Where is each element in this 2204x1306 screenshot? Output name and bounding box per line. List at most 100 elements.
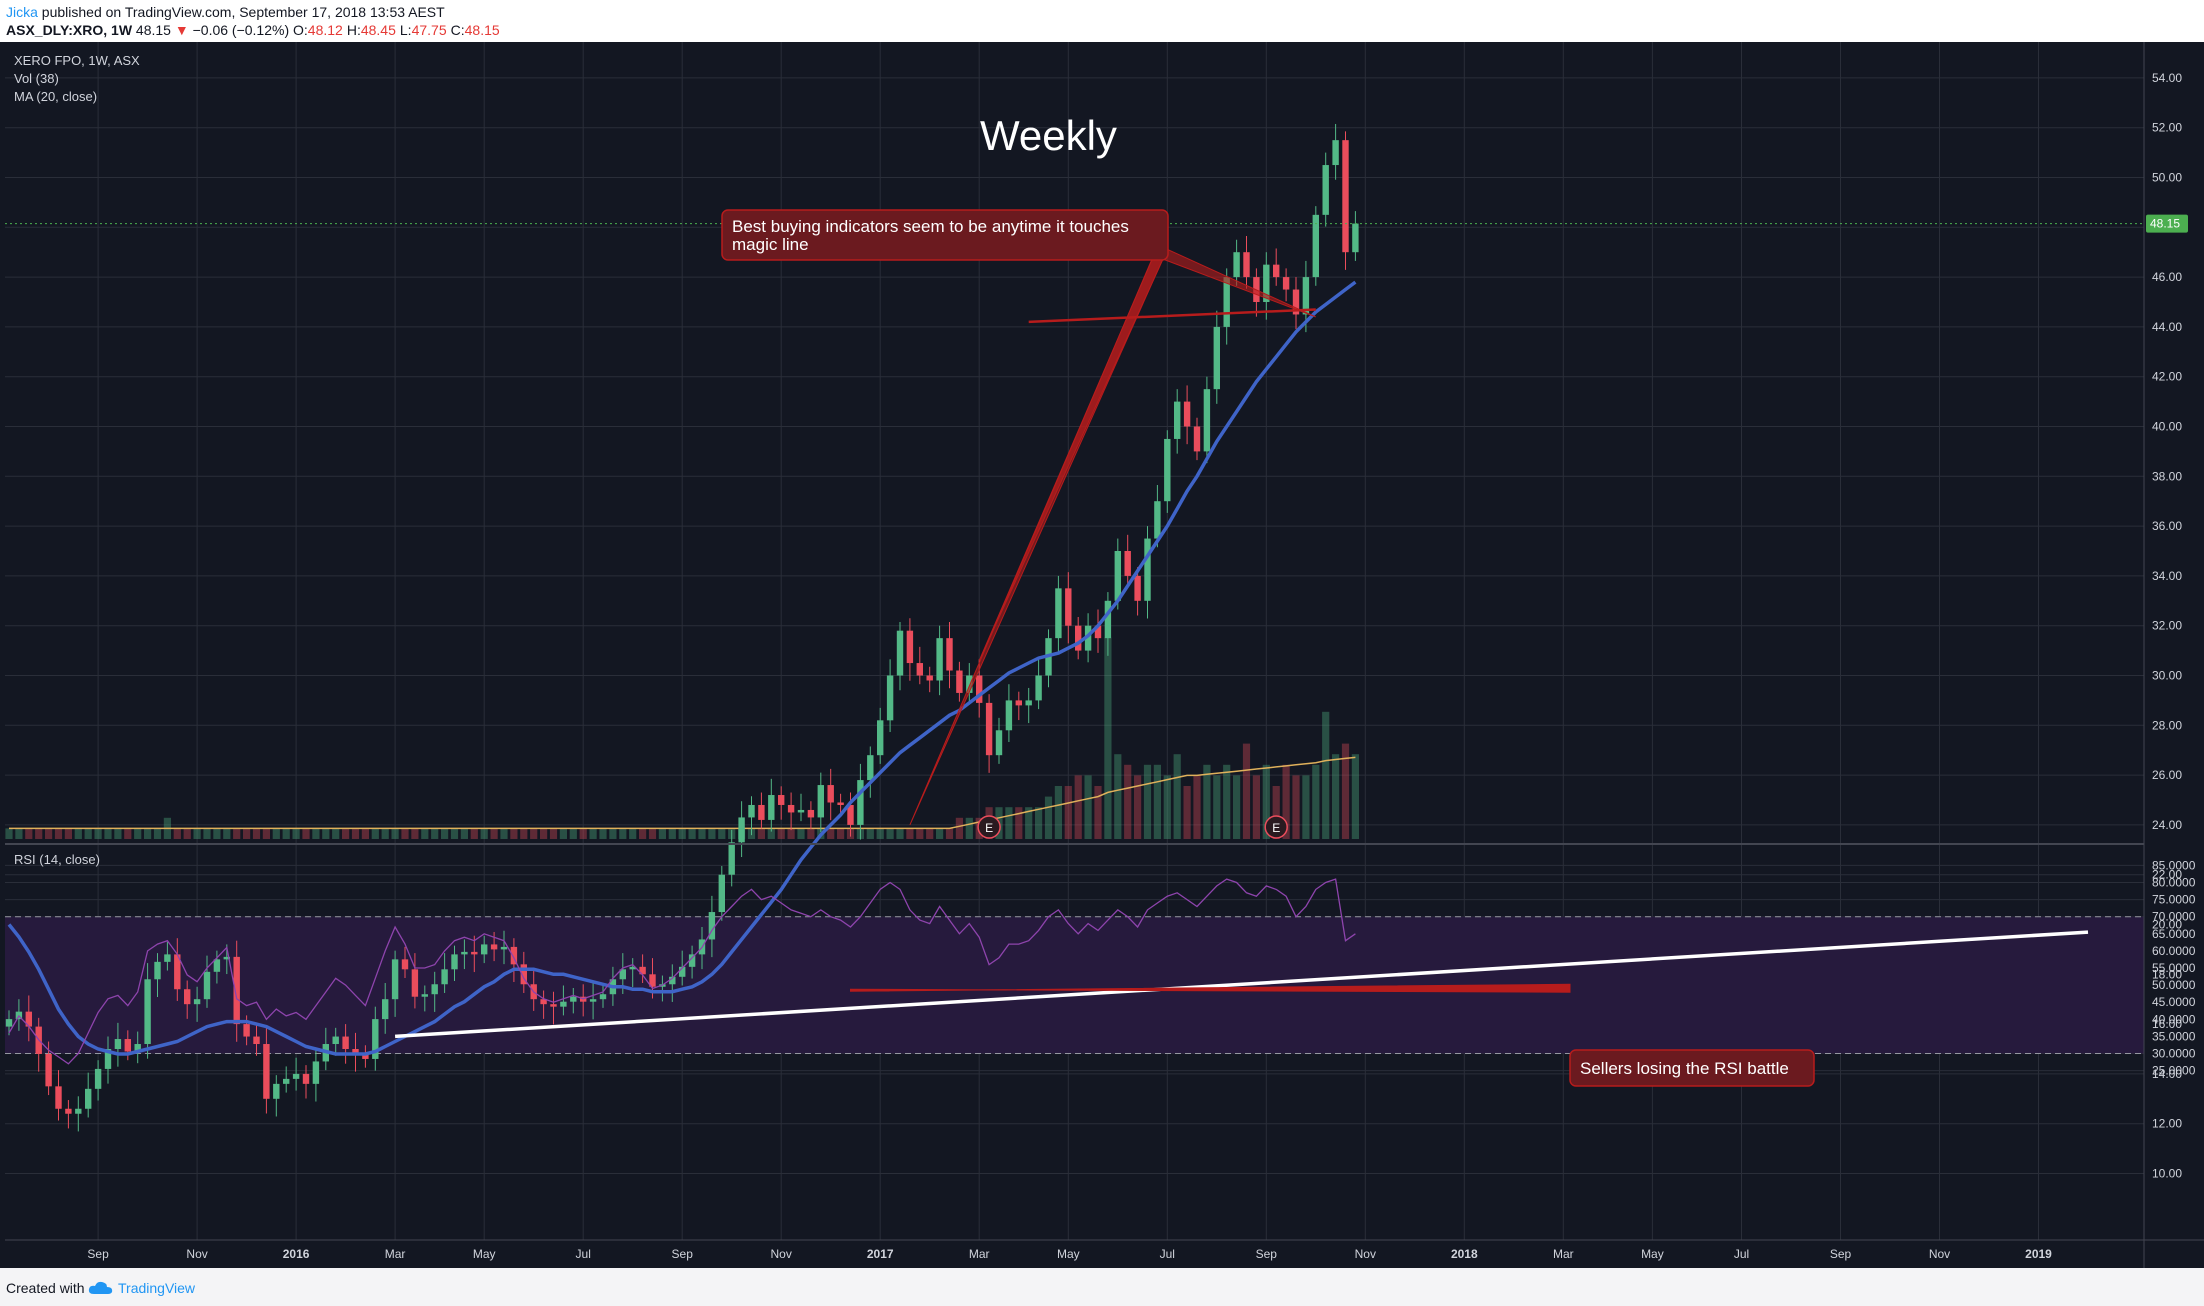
magic-line xyxy=(1028,308,1316,324)
chart-canvas[interactable]: EE 54.0052.0050.0048.0046.0044.0042.0040… xyxy=(0,42,2204,1268)
time-tick-label: Nov xyxy=(1355,1247,1376,1261)
volume-bar xyxy=(1025,807,1033,839)
volume-bar xyxy=(1332,754,1340,839)
volume-bar xyxy=(391,828,399,839)
candle-body xyxy=(213,959,221,972)
volume-bar xyxy=(450,828,459,839)
candle-body xyxy=(134,1044,141,1052)
published-text: published on TradingView.com, September … xyxy=(37,4,445,20)
rsi-axis[interactable]: 85.0000 80.0000 75.0000 70.0000 65.0000 60.00… xyxy=(2152,858,2196,1077)
candle-body xyxy=(1094,625,1102,639)
candle-body xyxy=(550,1004,557,1007)
volume-bar xyxy=(203,828,211,839)
author-link[interactable]: Jicka xyxy=(6,4,38,20)
candle-body xyxy=(807,809,815,818)
candle-body xyxy=(203,971,211,1000)
time-tick-label: 2019 xyxy=(2025,1247,2052,1261)
candle-body xyxy=(956,670,963,693)
rsi-tick-label: 35.0000 xyxy=(2152,1029,2196,1043)
volume-bar xyxy=(955,817,963,839)
footer xyxy=(0,1268,2204,1306)
candle-body xyxy=(45,1053,52,1087)
close-value: 48.15 xyxy=(464,22,500,38)
candle-body xyxy=(599,994,607,1000)
candle-body xyxy=(688,954,696,967)
legend-symbol[interactable]: XERO FPO, 1W, ASX xyxy=(14,53,140,68)
candle-body xyxy=(1075,625,1082,651)
candle-body xyxy=(1104,600,1112,639)
low-label: L: xyxy=(399,22,412,38)
volume-bar xyxy=(1183,786,1191,839)
candle-body xyxy=(233,956,240,1025)
price-tick-label: 54.00 xyxy=(2152,71,2182,85)
time-tick-label: Mar xyxy=(969,1247,990,1261)
callout-box-1[interactable] xyxy=(721,209,1169,261)
volume-bar xyxy=(272,828,280,839)
volume-bar xyxy=(401,828,409,839)
candle-body xyxy=(114,1039,122,1049)
volume-bar xyxy=(490,828,498,839)
rsi-trendline[interactable] xyxy=(394,930,2089,1039)
rsi-tick-label: 65.0000 xyxy=(2152,927,2196,941)
candle-body xyxy=(1342,140,1349,253)
time-tick-label: Mar xyxy=(1553,1247,1574,1261)
rsi-tick-label: 85.0000 xyxy=(2152,858,2196,872)
rsi-tick-label: 50.0000 xyxy=(2152,978,2196,992)
volume-bar xyxy=(559,828,567,839)
earnings-marker-icon xyxy=(1264,815,1288,839)
candle-body xyxy=(718,874,725,913)
candle-body xyxy=(441,969,448,985)
earnings-marker-label: E xyxy=(985,821,993,835)
candle-body xyxy=(748,804,755,818)
price-tick-label: 44.00 xyxy=(2152,320,2182,334)
volume-bar xyxy=(470,828,478,839)
candle-body xyxy=(500,946,508,950)
volume-bar xyxy=(569,828,577,839)
candle-body xyxy=(520,964,527,985)
volume-bar xyxy=(84,828,92,839)
callout-box-2[interactable] xyxy=(1569,1049,1815,1087)
candle-body xyxy=(382,999,389,1020)
ma-line xyxy=(7,280,1357,1056)
candle-body xyxy=(94,1068,102,1089)
legend-rsi[interactable]: RSI (14, close) xyxy=(14,852,100,867)
candle-body xyxy=(906,630,914,664)
volume-bar xyxy=(411,828,419,839)
low-value: 47.75 xyxy=(411,22,447,38)
volume-bar xyxy=(441,828,449,839)
volume-bar xyxy=(351,828,360,839)
legend-volume[interactable]: Vol (38) xyxy=(14,71,59,86)
volume-bar xyxy=(1074,775,1082,839)
candle-body xyxy=(966,675,973,693)
volume-bar xyxy=(757,828,765,839)
candle-body xyxy=(25,1011,32,1027)
time-tick-label: May xyxy=(1057,1247,1080,1261)
volume-bar xyxy=(322,828,330,839)
tradingview-link[interactable]: TradingView xyxy=(118,1280,196,1296)
volume-bar xyxy=(1233,775,1241,839)
change-value: −0.06 (−0.12%) xyxy=(188,22,290,38)
volume-bar xyxy=(153,828,162,839)
volume-bar xyxy=(629,828,637,839)
candle-body xyxy=(758,804,765,820)
rsi-tick-label: 55.0000 xyxy=(2152,961,2196,975)
volume-bar xyxy=(866,828,874,839)
candle-body xyxy=(540,999,547,1005)
time-axis[interactable]: Sep Nov 2016 Mar May Jul Sep Nov 2017 Mar May Jul Se… xyxy=(87,1247,2052,1261)
volume-bar xyxy=(549,828,558,839)
volume-bar xyxy=(807,828,815,839)
candle-body xyxy=(669,976,676,985)
rsi-line xyxy=(8,878,1356,1065)
volume-bar xyxy=(837,828,845,839)
volume-bar xyxy=(678,828,686,839)
candle-body xyxy=(1124,551,1131,576)
volume-bar xyxy=(35,828,43,839)
time-tick-label: Sep xyxy=(1256,1247,1278,1261)
legend-ma[interactable]: MA (20, close) xyxy=(14,89,97,104)
time-tick-label: Nov xyxy=(186,1247,207,1261)
candle-body xyxy=(451,954,458,970)
publish-line: Jicka published on TradingView.com, Sept… xyxy=(6,4,445,20)
candle-body xyxy=(1183,401,1191,427)
annotation-title[interactable]: Weekly xyxy=(980,112,1117,159)
candle-body xyxy=(1233,252,1240,278)
